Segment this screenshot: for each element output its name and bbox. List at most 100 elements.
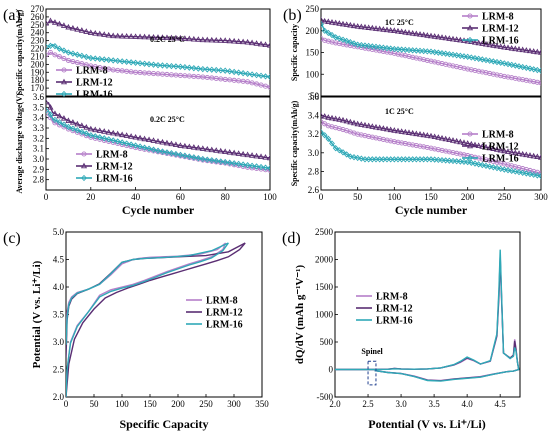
data-point-LRM-12 (46, 98, 50, 105)
data-point-LRM-12 (181, 35, 188, 41)
data-point-LRM-12 (398, 28, 405, 35)
x-tick-label: 2.0 (329, 399, 341, 409)
data-point-LRM-12 (446, 35, 453, 41)
data-point-LRM-12 (83, 124, 90, 130)
data-point-LRM-8 (391, 139, 397, 145)
data-point-LRM-8 (369, 46, 375, 53)
data-point-LRM-8 (509, 75, 515, 81)
condition-annotation: 0.2C 25°C (150, 115, 185, 124)
y-tick-label: 200 (306, 26, 320, 36)
data-point-LRM-16 (490, 164, 497, 171)
data-point-LRM-16 (486, 57, 493, 64)
legend-marker-LRM-16 (467, 154, 473, 162)
data-point-LRM-12 (387, 126, 394, 133)
data-point-LRM-16 (538, 172, 541, 180)
data-point-LRM-12 (150, 137, 157, 143)
series-layer (46, 17, 270, 90)
data-point-LRM-12 (168, 140, 175, 147)
data-point-LRM-12 (354, 120, 361, 127)
data-point-LRM-12 (339, 20, 347, 27)
data-point-LRM-12 (394, 127, 402, 134)
data-point-LRM-16 (483, 56, 489, 64)
data-point-LRM-16 (325, 135, 332, 143)
data-point-LRM-16 (475, 55, 482, 62)
data-point-LRM-16 (128, 141, 135, 148)
y-tick-label: 170 (31, 83, 45, 93)
data-point-LRM-16 (468, 159, 475, 167)
data-point-LRM-16 (321, 129, 324, 136)
x-axis-label: Cycle number (395, 203, 468, 217)
data-point-LRM-16 (101, 135, 108, 142)
data-point-LRM-12 (526, 152, 534, 158)
data-point-LRM-12 (222, 148, 229, 155)
data-point-LRM-12 (159, 138, 166, 145)
data-point-LRM-16 (208, 66, 215, 73)
data-point-LRM-12 (534, 153, 541, 160)
data-point-LRM-12 (226, 37, 233, 44)
data-point-LRM-12 (96, 127, 103, 133)
data-point-LRM-16 (347, 39, 354, 46)
data-point-LRM-16 (329, 31, 335, 39)
data-point-LRM-8 (52, 120, 58, 126)
legend-marker-LRM-16 (81, 174, 87, 182)
data-point-LRM-16 (69, 125, 76, 132)
data-point-LRM-12 (47, 17, 54, 24)
data-point-LRM-16 (343, 37, 350, 45)
legend-label-LRM-12: LRM-12 (482, 24, 519, 35)
data-point-LRM-12 (420, 131, 427, 138)
legend-label-LRM-8: LRM-8 (482, 130, 514, 141)
data-point-LRM-12 (321, 17, 328, 24)
y-tick-label: 0 (329, 365, 334, 375)
data-point-LRM-8 (421, 144, 427, 150)
data-point-LRM-16 (213, 66, 220, 74)
series-line-LRM-8 (335, 262, 520, 382)
data-point-LRM-12 (380, 125, 387, 131)
data-point-LRM-8 (46, 52, 49, 58)
data-point-LRM-12 (424, 32, 431, 38)
data-point-LRM-16 (373, 43, 379, 51)
y-tick-label: 4.0 (53, 282, 65, 292)
data-point-LRM-12 (369, 24, 376, 31)
data-point-LRM-12 (321, 113, 328, 119)
data-point-LRM-8 (501, 73, 507, 79)
data-point-LRM-12 (163, 139, 171, 146)
data-point-LRM-12 (186, 35, 193, 42)
data-point-LRM-16 (391, 45, 398, 53)
data-point-LRM-16 (69, 50, 76, 57)
data-point-LRM-16 (329, 140, 335, 147)
data-point-LRM-12 (65, 117, 72, 124)
data-point-LRM-12 (266, 42, 270, 48)
data-point-LRM-16 (105, 56, 112, 64)
x-tick-label: 3.5 (428, 399, 440, 409)
data-point-LRM-12 (504, 148, 512, 154)
data-point-LRM-16 (155, 61, 161, 69)
data-point-LRM-8 (79, 61, 85, 67)
data-point-LRM-8 (65, 57, 71, 63)
data-point-LRM-12 (257, 40, 265, 47)
data-point-LRM-16 (490, 58, 497, 65)
data-point-LRM-16 (226, 68, 233, 75)
y-tick-label: 180 (31, 75, 45, 85)
spinel-box (367, 360, 377, 386)
data-point-LRM-12 (65, 23, 72, 30)
data-point-LRM-12 (328, 114, 336, 121)
data-point-LRM-16 (505, 60, 511, 68)
data-point-LRM-16 (155, 147, 161, 154)
data-point-LRM-12 (96, 30, 103, 37)
data-point-LRM-16 (235, 160, 242, 168)
data-point-LRM-16 (468, 54, 475, 61)
data-point-LRM-12 (325, 114, 332, 120)
data-point-LRM-12 (482, 40, 490, 47)
data-point-LRM-12 (222, 37, 229, 43)
data-point-LRM-12 (240, 150, 247, 157)
data-point-LRM-16 (267, 165, 270, 172)
data-point-LRM-16 (512, 62, 519, 69)
data-point-LRM-16 (435, 156, 442, 164)
data-point-LRM-12 (420, 31, 427, 38)
data-point-LRM-12 (137, 134, 144, 141)
data-point-LRM-16 (87, 54, 94, 62)
data-point-LRM-16 (340, 149, 346, 156)
data-point-LRM-12 (391, 27, 398, 33)
data-point-LRM-16 (208, 157, 215, 164)
data-point-LRM-12 (519, 150, 526, 157)
